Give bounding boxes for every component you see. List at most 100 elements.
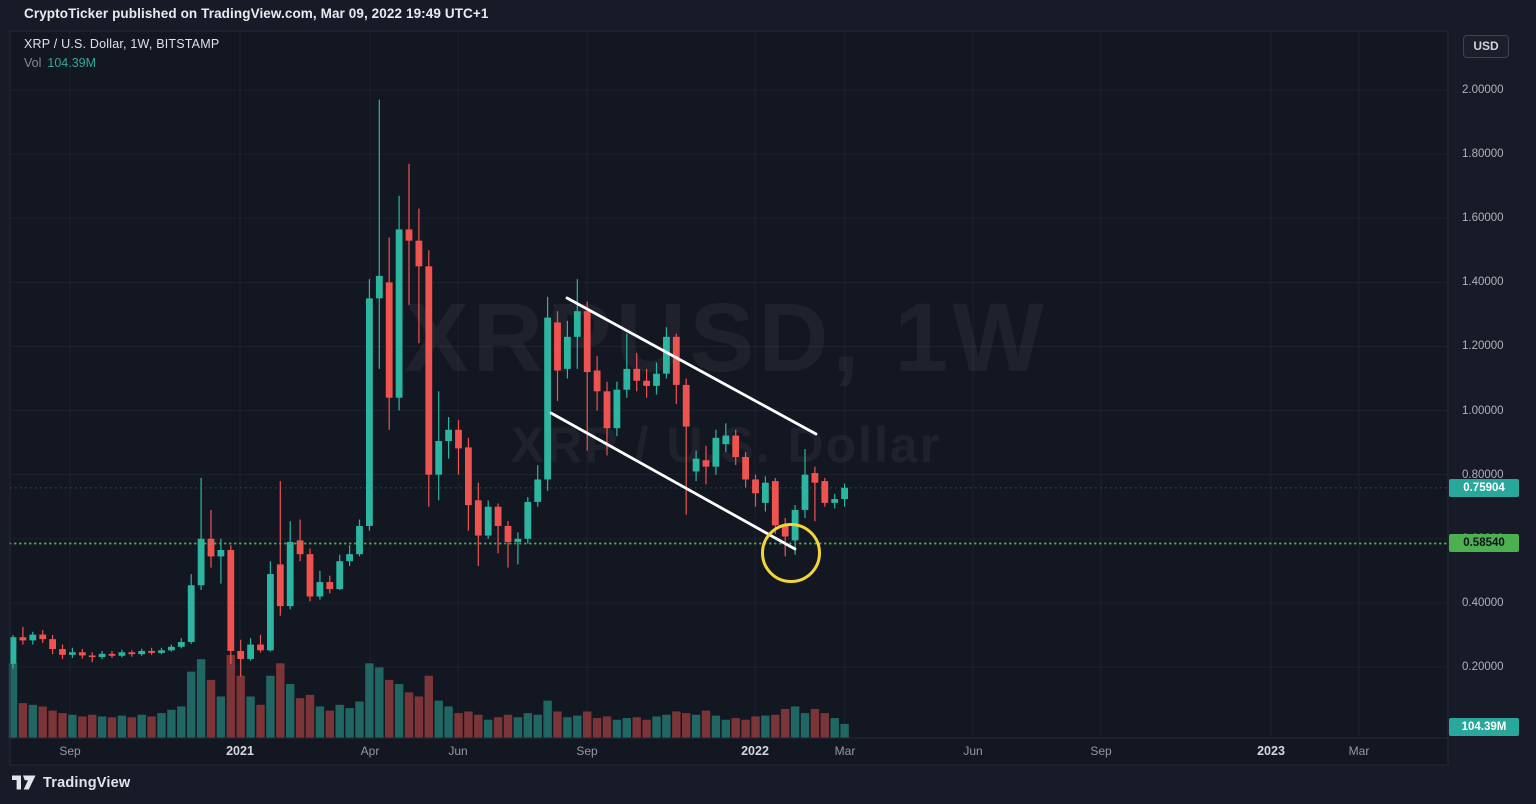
volume-bar — [58, 713, 67, 738]
published-attribution: CryptoTicker published on TradingView.co… — [24, 6, 489, 21]
candle-body — [346, 554, 353, 562]
volume-bar — [761, 715, 770, 738]
candle-body — [643, 380, 650, 386]
time-axis-label: Mar — [1348, 744, 1370, 758]
volume-value: 104.39M — [47, 56, 97, 70]
tradingview-logo-text: TradingView — [43, 774, 131, 791]
volume-bar — [375, 667, 384, 738]
volume-bar — [236, 675, 245, 738]
candle-body — [831, 499, 839, 503]
candle-body — [69, 652, 76, 655]
candle-body — [227, 549, 235, 651]
volume-bar — [226, 655, 235, 738]
volume-bar — [414, 696, 424, 738]
volume-bar — [721, 719, 730, 738]
candle-body — [395, 229, 403, 398]
chart-legend: XRP / U.S. Dollar, 1W, BITSTAMP Vol 104.3… — [24, 37, 219, 70]
candle-body — [564, 336, 571, 369]
volume-bar — [107, 717, 117, 738]
chart-pane-background — [10, 31, 1448, 765]
candle-body — [623, 368, 631, 390]
candle-body — [267, 574, 274, 651]
volume-bar — [800, 713, 810, 738]
volume-axis-label[interactable]: 104.39M — [1449, 718, 1519, 736]
time-axis-label: Mar — [834, 744, 856, 758]
candle-body — [29, 634, 37, 641]
candle-body — [445, 429, 452, 442]
volume-bar — [622, 718, 631, 738]
candle-body — [841, 487, 848, 500]
volume-bar — [771, 714, 780, 738]
time-axis[interactable]: Sep 2021 Apr Jun Sep 2022 Mar Jun Sep 2023 Mar — [0, 744, 1536, 764]
volume-bar — [206, 679, 216, 738]
candle-body — [534, 479, 542, 502]
volume-bar — [404, 692, 414, 738]
candle-body — [702, 460, 710, 467]
tradingview-logo[interactable]: TradingView — [12, 774, 130, 791]
volume-bar — [18, 703, 28, 738]
volume-bar — [672, 711, 681, 738]
volume-bar — [573, 715, 582, 738]
candle-body — [39, 634, 47, 640]
volume-bar — [385, 679, 394, 738]
price-axis-label: 1.80000 — [1462, 148, 1504, 161]
volume-bar — [731, 718, 740, 738]
candle-body — [752, 479, 759, 494]
candle-body — [484, 506, 492, 536]
volume-bar — [167, 709, 176, 738]
symbol-watermark: XRPUSD, 1W XRP / U.S. Dollar — [404, 283, 1044, 473]
candle-body — [712, 437, 720, 467]
price-axis-label: 1.40000 — [1462, 276, 1504, 289]
volume-bar — [741, 719, 750, 738]
candle-body — [366, 298, 373, 526]
candle-body — [385, 282, 393, 398]
support-price-label[interactable]: 0.58540 — [1449, 534, 1519, 553]
volume-bar — [711, 715, 721, 738]
candle-body — [375, 275, 383, 299]
candle-body — [554, 322, 561, 371]
volume-bar — [790, 706, 800, 738]
channel-trendline[interactable] — [549, 411, 797, 551]
volume-bar — [503, 714, 513, 738]
candle-body — [98, 653, 106, 658]
yellow-circle-annotation[interactable] — [761, 523, 821, 583]
price-lines-layer — [9, 487, 1449, 545]
volume-bar — [187, 671, 196, 738]
candle-body — [19, 637, 27, 641]
candle-body — [257, 644, 264, 651]
channel-trendline[interactable] — [565, 296, 818, 436]
candle-body — [247, 644, 254, 659]
candle-body — [128, 652, 136, 655]
candle-body — [296, 540, 304, 555]
volume-bar — [147, 716, 156, 738]
last-price-label[interactable]: 0.75904 — [1449, 478, 1519, 497]
candle-body — [148, 650, 155, 653]
volume-legend-row: Vol 104.39M — [24, 56, 219, 70]
time-axis-label: Apr — [360, 744, 380, 758]
volume-bar — [424, 675, 433, 738]
volume-bar — [88, 714, 97, 738]
volume-bar — [127, 717, 136, 738]
candle-body — [177, 641, 185, 647]
candle-body — [108, 653, 116, 656]
volume-bar — [78, 716, 87, 738]
volume-bar — [117, 715, 127, 738]
volume-bar — [325, 710, 334, 738]
candle-body — [524, 501, 532, 539]
price-axis-label: 0.80000 — [1462, 468, 1504, 481]
volume-bar — [484, 719, 493, 738]
price-axis-label: 0.20000 — [1462, 661, 1504, 673]
candle-body — [603, 391, 611, 429]
volume-bar — [592, 718, 602, 738]
candle-body — [722, 435, 730, 445]
price-axis[interactable]: 2.00000 1.80000 1.60000 1.40000 1.20000 1.000… — [1448, 0, 1536, 770]
candle-body — [573, 311, 581, 337]
symbol-title[interactable]: XRP / U.S. Dollar, 1W, BITSTAMP — [24, 37, 220, 51]
candle-body — [425, 266, 433, 475]
currency-toggle-button[interactable]: USD — [1463, 35, 1509, 58]
volume-bar — [315, 706, 325, 738]
volume-bar — [662, 714, 671, 738]
time-axis-label: Sep — [576, 744, 598, 758]
